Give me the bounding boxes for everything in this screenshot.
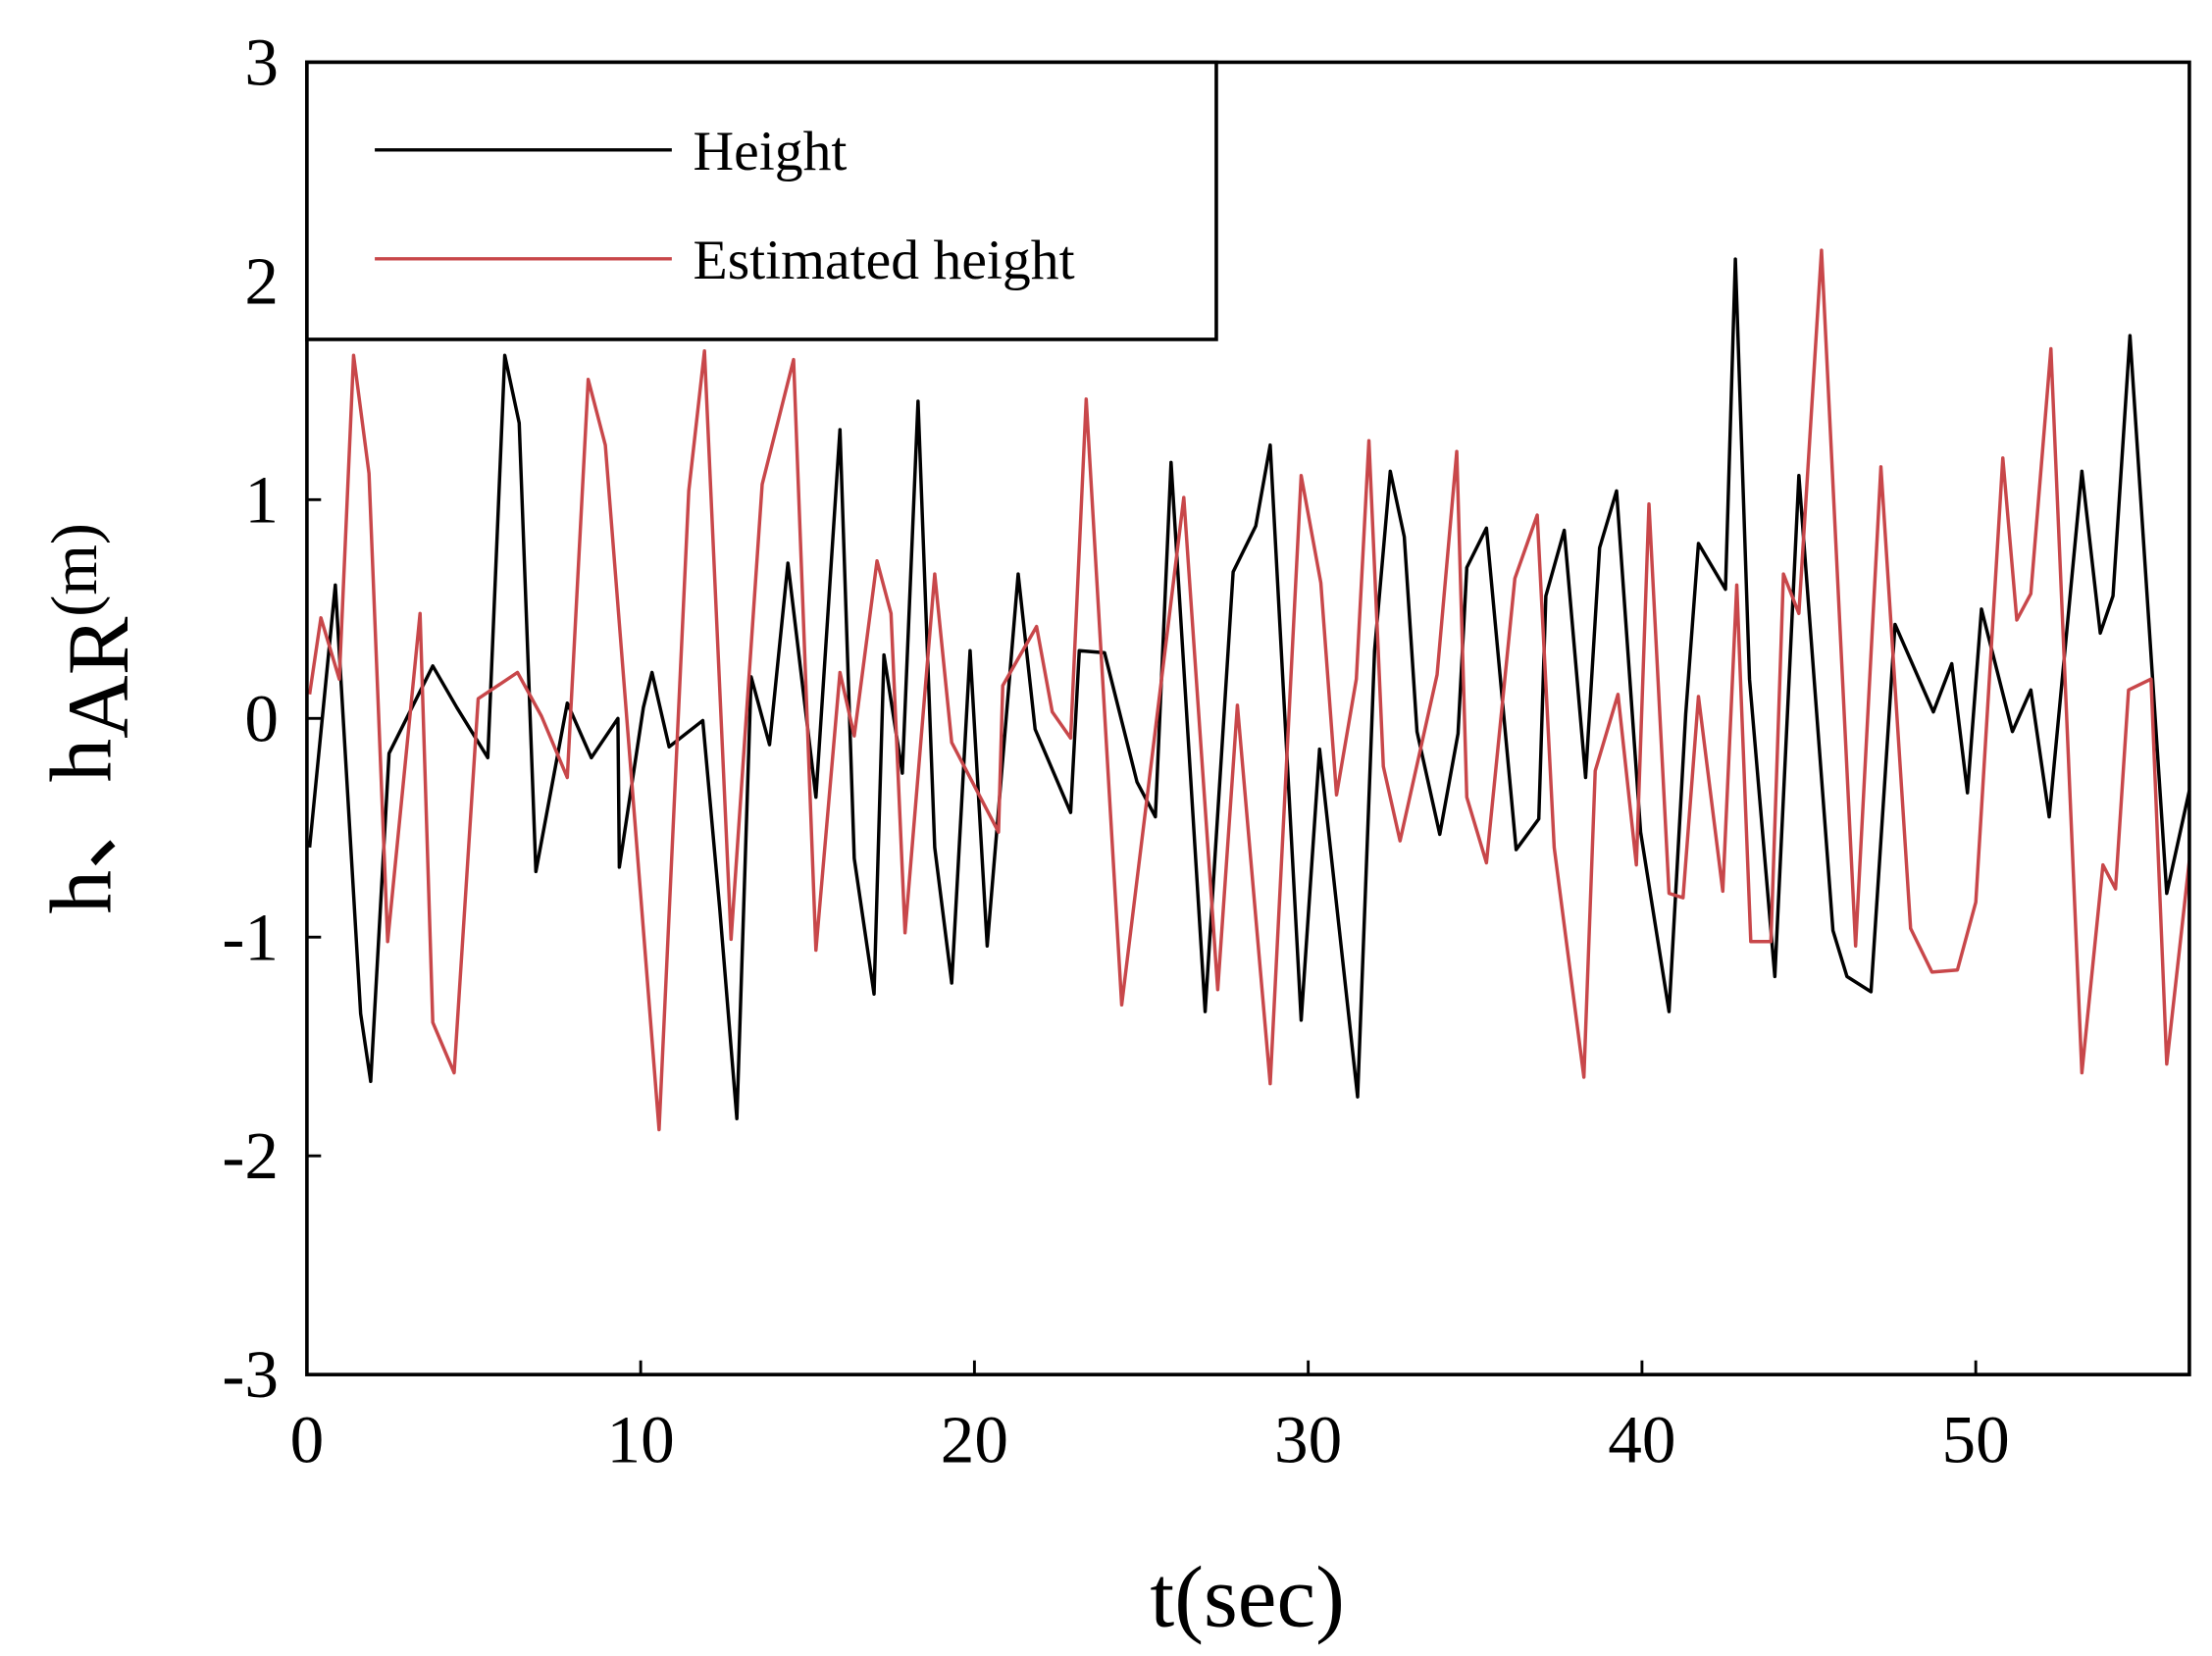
y-tick-label: 3 <box>244 24 279 99</box>
plot-frame <box>305 60 2191 1376</box>
legend-box <box>305 60 1218 341</box>
x-tick-label: 20 <box>941 1402 1008 1477</box>
y-axis-label: h、hAR(m) <box>32 523 146 914</box>
data-line <box>307 248 2191 1132</box>
x-tick-label: 50 <box>1942 1402 2010 1477</box>
x-tick-label: 0 <box>290 1402 325 1477</box>
legend-label: Height <box>693 121 847 182</box>
x-tick-label: 30 <box>1274 1402 1342 1477</box>
y-label-main: h、h <box>32 739 129 914</box>
x-tick-label: 40 <box>1608 1402 1675 1477</box>
y-tick-label: 0 <box>244 680 279 755</box>
y-label-unit: (m) <box>39 523 111 617</box>
x-tick-label: 10 <box>607 1402 675 1477</box>
data-line <box>307 257 2191 1120</box>
legend-label: Estimated height <box>693 230 1074 291</box>
y-tick-label: 1 <box>244 461 279 537</box>
y-tick-label: -1 <box>222 899 279 974</box>
x-axis-label: t(sec) <box>1150 1549 1345 1646</box>
y-label-sub: AR <box>50 616 147 739</box>
y-tick-label: -3 <box>222 1336 279 1412</box>
y-tick-label: 2 <box>244 242 279 318</box>
y-tick-label: -2 <box>222 1117 279 1193</box>
